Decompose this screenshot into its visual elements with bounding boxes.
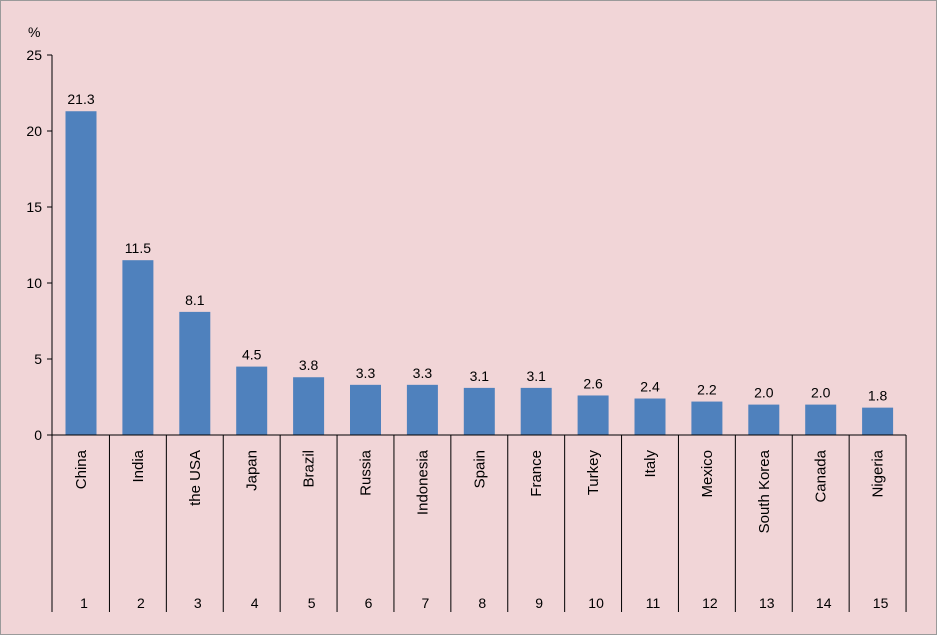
- bar-value-label: 1.8: [868, 388, 888, 404]
- bar: [577, 395, 609, 435]
- category-label: China: [73, 449, 90, 489]
- rank-label: 6: [365, 595, 373, 611]
- rank-label: 10: [588, 595, 604, 611]
- bar-value-label: 3.8: [299, 357, 319, 373]
- y-tick-label: 0: [34, 427, 42, 443]
- category-label: Brazil: [301, 450, 318, 488]
- bar: [293, 377, 325, 435]
- category-separators: [51, 435, 907, 612]
- bar: [634, 398, 666, 435]
- rank-labels-group: 1 2 3 4 5 6 7 8 9 10 11 12 13 14 15: [80, 595, 888, 611]
- bar-value-label: 2.0: [811, 385, 831, 401]
- rank-label: 1: [80, 595, 88, 611]
- rank-label: 3: [194, 595, 202, 611]
- category-label: Nigeria: [870, 449, 887, 497]
- rank-label: 2: [137, 595, 145, 611]
- bar-value-label: 2.4: [640, 379, 660, 395]
- y-tick-label: 5: [34, 351, 42, 367]
- category-label: Spain: [471, 450, 488, 488]
- bar: [520, 387, 552, 435]
- category-labels-group: China India the USA Japan Brazil Russia Indone…: [73, 449, 887, 533]
- bar: [691, 401, 723, 435]
- rank-label: 13: [759, 595, 775, 611]
- rank-label: 12: [702, 595, 718, 611]
- rank-label: 4: [251, 595, 259, 611]
- bar-value-label: 11.5: [125, 240, 151, 256]
- rank-label: 7: [422, 595, 430, 611]
- bar: [463, 387, 495, 435]
- category-label: Russia: [358, 449, 375, 496]
- rank-label: 14: [816, 595, 832, 611]
- bar: [748, 404, 780, 435]
- bar-value-label: 2.2: [697, 382, 717, 398]
- bar: [350, 384, 381, 435]
- bar-value-label: 21.3: [67, 91, 94, 107]
- category-label: Turkey: [585, 450, 602, 496]
- bar-value-label: 3.3: [356, 365, 376, 381]
- bar: [805, 404, 837, 435]
- bar: [862, 407, 894, 435]
- category-label: Japan: [244, 450, 261, 491]
- category-label: South Korea: [756, 449, 773, 533]
- bar: [65, 111, 97, 436]
- rank-label: 15: [873, 595, 889, 611]
- y-axis-ticks: 0 5 10 15 20 25: [26, 47, 52, 443]
- category-label: Canada: [813, 449, 830, 502]
- bar: [406, 384, 438, 435]
- bar: [236, 366, 268, 435]
- category-label: the USA: [187, 450, 204, 506]
- bars-group: [65, 111, 894, 436]
- category-label: Italy: [642, 450, 659, 478]
- category-label: Mexico: [699, 450, 716, 498]
- category-label: India: [130, 449, 147, 482]
- bar-value-label: 4.5: [242, 347, 262, 363]
- bar-value-label: 2.6: [583, 375, 603, 391]
- y-tick-label: 10: [26, 275, 42, 291]
- category-label: France: [528, 450, 545, 497]
- bar-value-label: 3.3: [413, 365, 433, 381]
- bar-value-label: 3.1: [470, 368, 490, 384]
- bar: [179, 311, 211, 435]
- rank-label: 9: [535, 595, 543, 611]
- rank-label: 11: [646, 595, 661, 611]
- bar: [122, 260, 154, 435]
- y-tick-label: 20: [26, 123, 42, 139]
- y-tick-label: 15: [26, 199, 42, 215]
- y-axis-unit-label: %: [28, 24, 40, 40]
- value-labels-group: 21.3 11.5 8.1 4.5 3.8 3.3 3.3 3.1 3.1 2.6 2.4 2.2 2.…: [67, 91, 887, 403]
- rank-label: 5: [308, 595, 316, 611]
- bar-value-label: 8.1: [185, 292, 205, 308]
- bar-value-label: 3.1: [526, 368, 546, 384]
- rank-label: 8: [478, 595, 486, 611]
- y-tick-label: 25: [26, 47, 42, 63]
- category-label: Indonesia: [414, 449, 431, 515]
- bar-value-label: 2.0: [754, 385, 774, 401]
